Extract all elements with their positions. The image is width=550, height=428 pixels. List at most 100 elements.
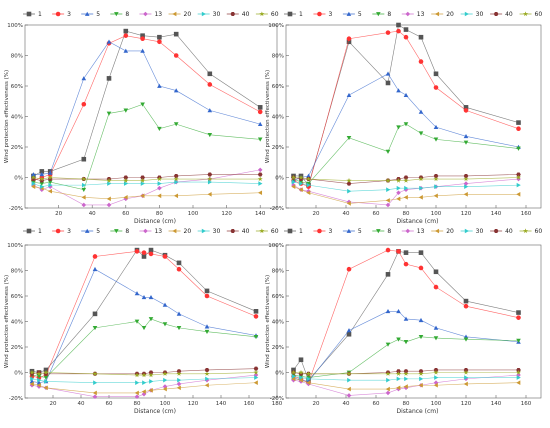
legend-marker [26,11,32,17]
series-13 [291,176,521,208]
series-line [293,30,519,188]
data-point [396,22,401,28]
legend-label: 1 [38,11,42,18]
data-point [291,179,296,185]
data-point [92,254,98,259]
legend-item: 5 [81,228,100,235]
data-point [419,185,424,191]
legend-marker [287,11,293,17]
data-point [174,179,179,185]
legend-label: 30 [476,11,484,18]
legend-item: 30 [460,228,484,235]
data-point [134,394,140,400]
x-axis-label: Distance (cm) [397,218,439,225]
y-tick-label: 0% [14,176,23,182]
x-tick-label: 140 [491,401,502,407]
data-point [204,382,209,388]
legend-label: 20 [446,228,454,235]
data-point [140,48,145,53]
data-point [123,177,129,183]
data-point [346,371,352,376]
y-tick-label: 80% [11,54,23,60]
legend-label: 40 [505,228,513,235]
legend-item: 3 [313,11,332,18]
x-tick-label: 120 [461,401,472,407]
legend-label: 60 [271,11,279,18]
legend-marker [26,228,32,234]
data-point [44,379,49,384]
data-point [81,176,87,182]
data-point [123,195,128,200]
data-point [433,71,439,77]
data-point [433,173,439,178]
legend-marker [376,229,381,234]
x-tick-label: 60 [373,211,380,217]
data-point [433,382,438,388]
data-point [36,371,42,376]
data-point [257,172,263,177]
legend-marker [346,11,352,16]
data-point [346,36,352,42]
data-point [396,376,401,382]
y-axis-label: Wind protection effectiveness (%) [4,275,10,368]
chart-panel-2: -20%0%20%40%60%80%100%20 40 60 80 100 120 140 1… [265,11,542,225]
data-point [157,34,162,40]
data-point [299,181,304,186]
y-tick-label: 80% [272,54,284,60]
data-point [148,372,154,378]
legend: 1 3 5 8 13 20 30 40 60 [284,228,542,235]
data-point [257,109,263,115]
data-point [141,294,147,300]
data-point [257,137,263,142]
data-point [43,369,49,375]
data-point [162,371,168,376]
series-line [31,249,257,373]
series-1 [291,22,521,188]
x-axis-label: Distance (cm) [397,408,439,415]
y-tick-label: 0% [14,371,23,377]
data-point [140,177,146,183]
x-tick-label: 60 [122,211,129,217]
legend-label: 30 [476,228,484,235]
data-point [123,175,129,180]
x-tick-label: 100 [160,401,171,407]
series-line [33,30,261,177]
data-point [306,190,311,196]
y-tick-label: -20% [270,396,284,402]
data-point [107,181,112,186]
data-point [403,122,409,127]
legend-item: 13 [139,11,162,18]
data-point [305,176,312,182]
data-point [516,182,521,188]
y-tick-label: 40% [272,115,284,121]
data-point [30,376,35,382]
data-point [306,376,311,382]
data-point [81,187,87,192]
legend-marker [523,11,529,17]
series-40 [31,172,263,183]
legend-label: 5 [96,228,100,235]
data-point [516,176,521,182]
legend-item: 60 [255,228,279,235]
x-tick-label: 160 [521,401,532,407]
data-point [123,33,129,38]
data-point [204,324,210,329]
data-point [106,202,112,208]
data-point [134,291,140,296]
legend-item: 60 [255,11,279,18]
data-point [299,375,304,380]
legend-item: 1 [23,11,42,18]
legend-item: 20 [168,228,191,235]
y-axis-label: Wind protection effectiveness (%) [265,70,271,163]
legend-marker [143,11,148,17]
series-30 [291,374,521,383]
data-point [419,376,424,382]
data-point [298,187,303,192]
data-point [257,190,263,196]
data-point [157,185,162,191]
legend-marker [434,11,440,17]
data-point [29,381,34,387]
series-8 [31,102,263,192]
data-point [418,265,424,271]
legend-item: 8 [372,11,391,18]
